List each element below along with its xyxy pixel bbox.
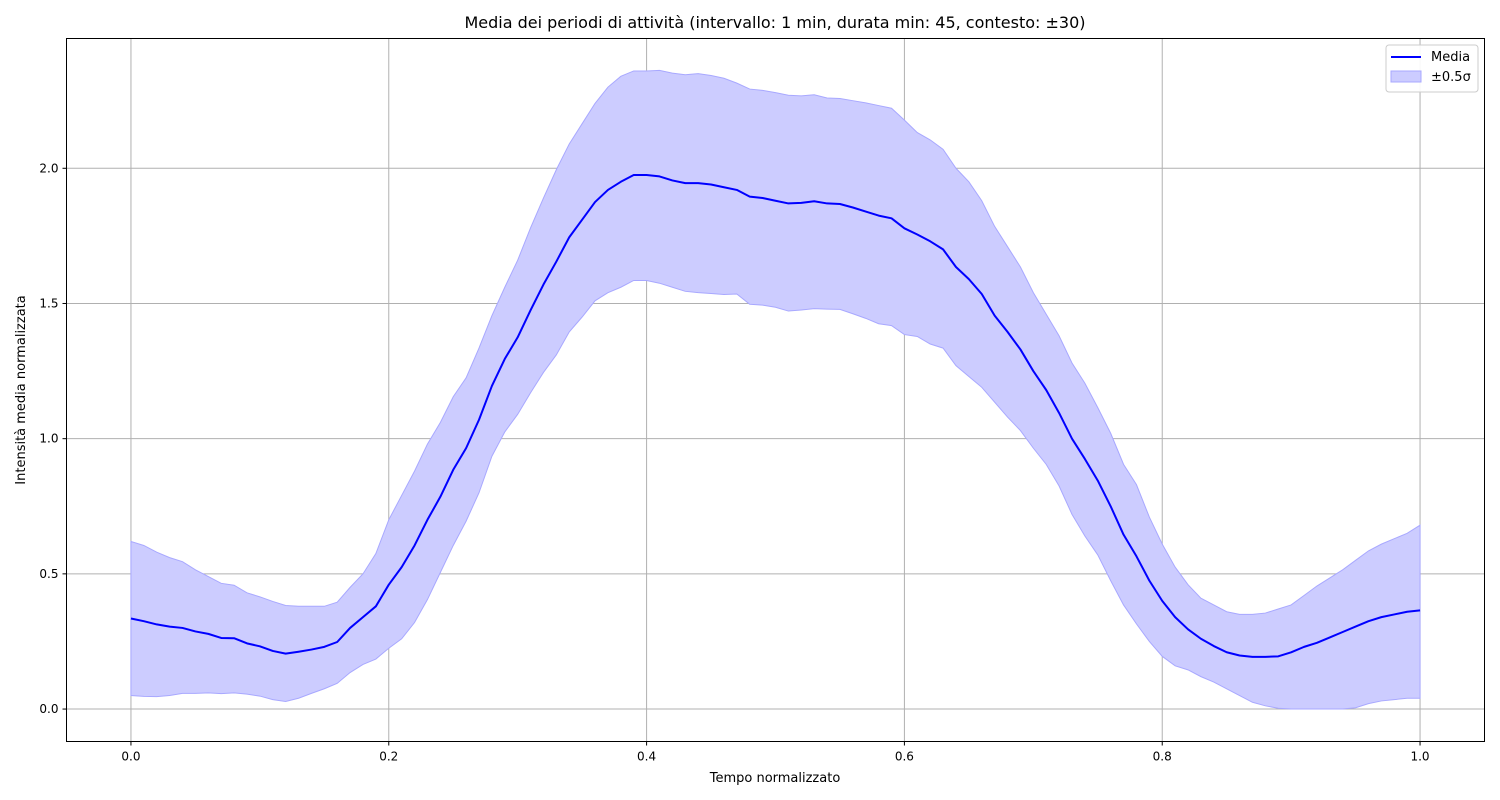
y-axis: 0.0 0.5 1.0 1.5 2.0 xyxy=(39,161,67,716)
x-tick-label: 0.0 xyxy=(121,750,140,764)
chart-title: Media dei periodi di attività (intervall… xyxy=(464,13,1085,32)
mean-line xyxy=(130,174,1421,658)
legend: Media ±0.5σ xyxy=(1385,44,1479,93)
legend-swatch-band xyxy=(1390,70,1422,83)
x-tick-label: 1.0 xyxy=(1410,750,1429,764)
y-tick-label: 0.5 xyxy=(39,567,58,581)
x-axis-label: Tempo normalizzato xyxy=(709,771,841,786)
y-axis-label: Intensità media normalizzata xyxy=(14,295,29,484)
x-tick-label: 0.2 xyxy=(379,750,398,764)
y-tick-label: 1.0 xyxy=(39,432,58,446)
plot-frame xyxy=(66,38,1485,742)
x-axis: 0.0 0.2 0.4 0.6 0.8 1.0 xyxy=(121,741,1430,764)
band-layer xyxy=(130,69,1421,710)
y-tick-label: 1.5 xyxy=(39,296,58,310)
legend-label-media: Media xyxy=(1431,50,1470,65)
std-band-area xyxy=(130,69,1421,710)
x-tick-label: 0.8 xyxy=(1153,750,1172,764)
y-tick-label: 2.0 xyxy=(39,161,58,175)
legend-label-band: ±0.5σ xyxy=(1431,70,1471,85)
x-tick-label: 0.4 xyxy=(637,750,656,764)
x-tick-label: 0.6 xyxy=(895,750,914,764)
line-layer xyxy=(130,174,1421,658)
y-tick-label: 0.0 xyxy=(39,702,58,716)
